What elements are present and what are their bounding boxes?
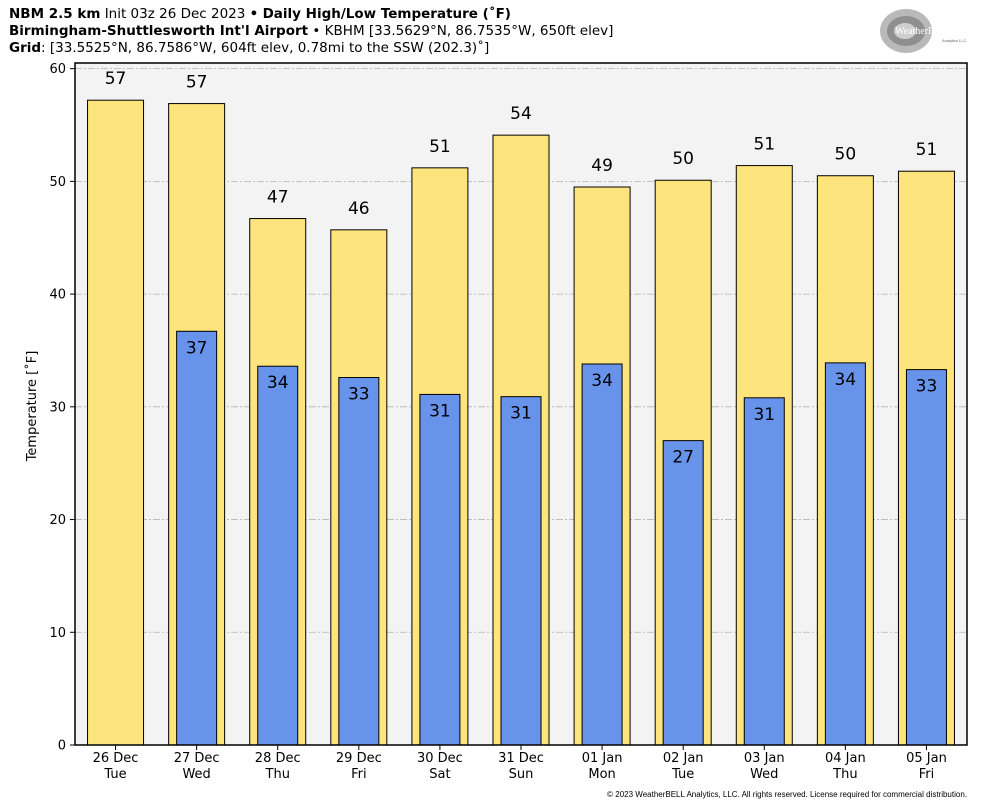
x-tick-label-date: 27 Dec	[174, 751, 220, 766]
x-tick-label-day: Sun	[509, 767, 534, 782]
y-tick-label: 0	[58, 739, 66, 754]
low-temp-bar	[500, 396, 542, 746]
x-tick-label-date: 30 Dec	[417, 751, 463, 766]
high-temp-label: 47	[267, 188, 289, 208]
high-temp-bar	[87, 99, 145, 746]
x-tick-label-date: 31 Dec	[498, 751, 544, 766]
low-temp-bar	[824, 362, 866, 746]
high-temp-label: 50	[672, 149, 694, 169]
high-temp-label: 51	[429, 137, 451, 157]
high-temp-label: 46	[348, 199, 370, 219]
separator: •	[312, 23, 321, 39]
low-temp-bar	[905, 369, 947, 746]
y-axis-label: Temperature [˚F]	[24, 351, 40, 463]
low-temp-label: 33	[348, 385, 370, 405]
station-coords: KBHM [33.5629°N, 86.7535°W, 650ft elev]	[324, 23, 614, 39]
x-tick-label-day: Wed	[182, 767, 210, 782]
high-temp-label: 57	[186, 73, 208, 93]
y-tick-label: 50	[49, 175, 66, 190]
logo-text: WeatherBELL	[895, 26, 953, 37]
grid-label: Grid	[9, 40, 42, 56]
low-temp-label: 31	[753, 405, 775, 425]
y-tick-label: 40	[49, 288, 66, 303]
y-tick-label: 10	[49, 626, 66, 641]
x-tick-label-day: Tue	[103, 767, 126, 782]
low-temp-label: 31	[429, 401, 451, 421]
x-tick-label-date: 29 Dec	[336, 751, 382, 766]
low-temp-bar	[419, 393, 461, 746]
high-temp-label: 51	[916, 140, 938, 160]
x-tick-label-day: Fri	[351, 767, 367, 782]
low-temp-label: 27	[672, 448, 694, 468]
logo-subtext: Analytics LLC	[942, 38, 967, 43]
low-temp-bar	[257, 365, 299, 746]
y-tick-label: 20	[49, 513, 66, 528]
header-line-3: Grid: [33.5525°N, 86.7586°W, 604ft elev,…	[9, 40, 613, 57]
y-tick-label: 60	[49, 62, 66, 77]
chart-header: NBM 2.5 km Init 03z 26 Dec 2023 • Daily …	[9, 6, 613, 57]
init-time: Init 03z 26 Dec 2023	[104, 6, 246, 22]
high-temp-label: 50	[835, 145, 857, 165]
x-tick-label-date: 28 Dec	[255, 751, 301, 766]
product-title: Daily High/Low Temperature (˚F)	[262, 6, 511, 22]
high-temp-label: 54	[510, 104, 532, 124]
x-tick-label-day: Fri	[919, 767, 935, 782]
station-name: Birmingham-Shuttlesworth Int'l Airport	[9, 23, 309, 39]
weatherbell-logo: WeatherBELL Analytics LLC	[880, 9, 967, 53]
low-temp-bar	[338, 377, 380, 746]
x-tick-label-day: Sat	[429, 767, 450, 782]
logo-swirl-inner	[894, 23, 916, 39]
high-temp-label: 57	[105, 69, 127, 89]
model-name: NBM 2.5 km	[9, 6, 101, 22]
header-line-2: Birmingham-Shuttlesworth Int'l Airport •…	[9, 23, 613, 40]
x-tick-label-date: 04 Jan	[825, 751, 866, 766]
x-tick-label-date: 02 Jan	[663, 751, 704, 766]
y-tick-label: 30	[49, 400, 66, 415]
x-tick-label-day: Mon	[588, 767, 615, 782]
high-temp-label: 49	[591, 156, 613, 176]
grid-info: : [33.5525°N, 86.7586°W, 604ft elev, 0.7…	[41, 40, 490, 56]
x-tick-label-date: 03 Jan	[744, 751, 785, 766]
x-tick-label-day: Thu	[832, 767, 857, 782]
low-temp-label: 33	[916, 377, 938, 397]
low-temp-label: 37	[186, 338, 208, 358]
low-temp-label: 34	[835, 370, 857, 390]
x-tick-label-day: Tue	[671, 767, 694, 782]
copyright-notice: © 2023 WeatherBELL Analytics, LLC. All r…	[607, 790, 967, 799]
high-temp-label: 51	[753, 135, 775, 155]
low-temp-label: 34	[267, 373, 289, 393]
x-tick-label-date: 01 Jan	[582, 751, 623, 766]
low-temp-bar	[581, 363, 623, 746]
x-tick-label-date: 26 Dec	[93, 751, 139, 766]
x-tick-label-day: Wed	[750, 767, 778, 782]
x-tick-label-date: 05 Jan	[906, 751, 947, 766]
low-temp-bar	[176, 330, 218, 746]
plot-frame	[74, 62, 968, 746]
low-temp-label: 31	[510, 404, 532, 424]
separator: •	[249, 6, 259, 22]
low-temp-bar	[662, 440, 704, 746]
low-temp-label: 34	[591, 371, 613, 391]
header-line-1: NBM 2.5 km Init 03z 26 Dec 2023 • Daily …	[9, 6, 613, 23]
low-temp-bar	[743, 397, 785, 746]
x-tick-label-day: Thu	[265, 767, 290, 782]
